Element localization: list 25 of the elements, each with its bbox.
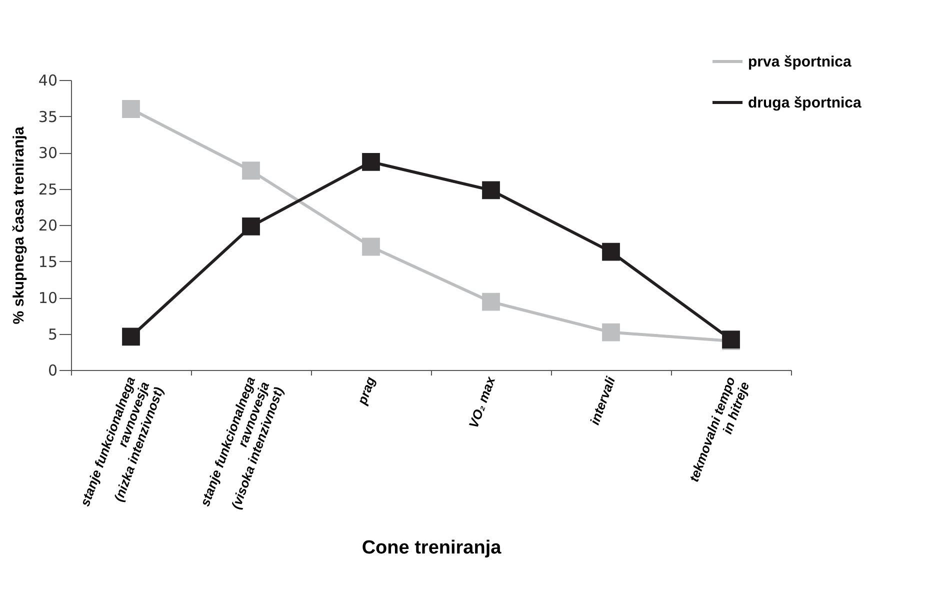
point — [482, 181, 500, 200]
y-tick-label: 20 — [38, 216, 58, 234]
point — [242, 218, 260, 236]
point — [122, 100, 140, 118]
y-tick-label: 15 — [38, 252, 58, 271]
y-tick-label: 10 — [38, 289, 58, 307]
point — [602, 323, 620, 342]
x-axis-title: Cone treniranja — [362, 537, 502, 558]
point — [602, 242, 620, 261]
y-tick-label: 5 — [48, 325, 58, 344]
y-tick-label: 0 — [48, 362, 58, 380]
point — [242, 162, 260, 180]
point — [362, 152, 380, 171]
x-tick-label: VO₂ max — [466, 374, 498, 430]
point — [122, 328, 140, 346]
point — [362, 238, 380, 256]
legend-label: prva športnica — [748, 54, 852, 70]
point — [482, 292, 500, 311]
y-tick-label: 30 — [38, 144, 58, 162]
y-axis-title: % skupnega časa treniranja — [10, 126, 28, 324]
y-tick-label: 25 — [38, 180, 58, 198]
y-tick-label: 35 — [38, 108, 58, 126]
y-tick-label: 40 — [38, 72, 58, 90]
legend-label: druga športnica — [748, 94, 862, 112]
x-tick-label: prag — [354, 374, 378, 408]
